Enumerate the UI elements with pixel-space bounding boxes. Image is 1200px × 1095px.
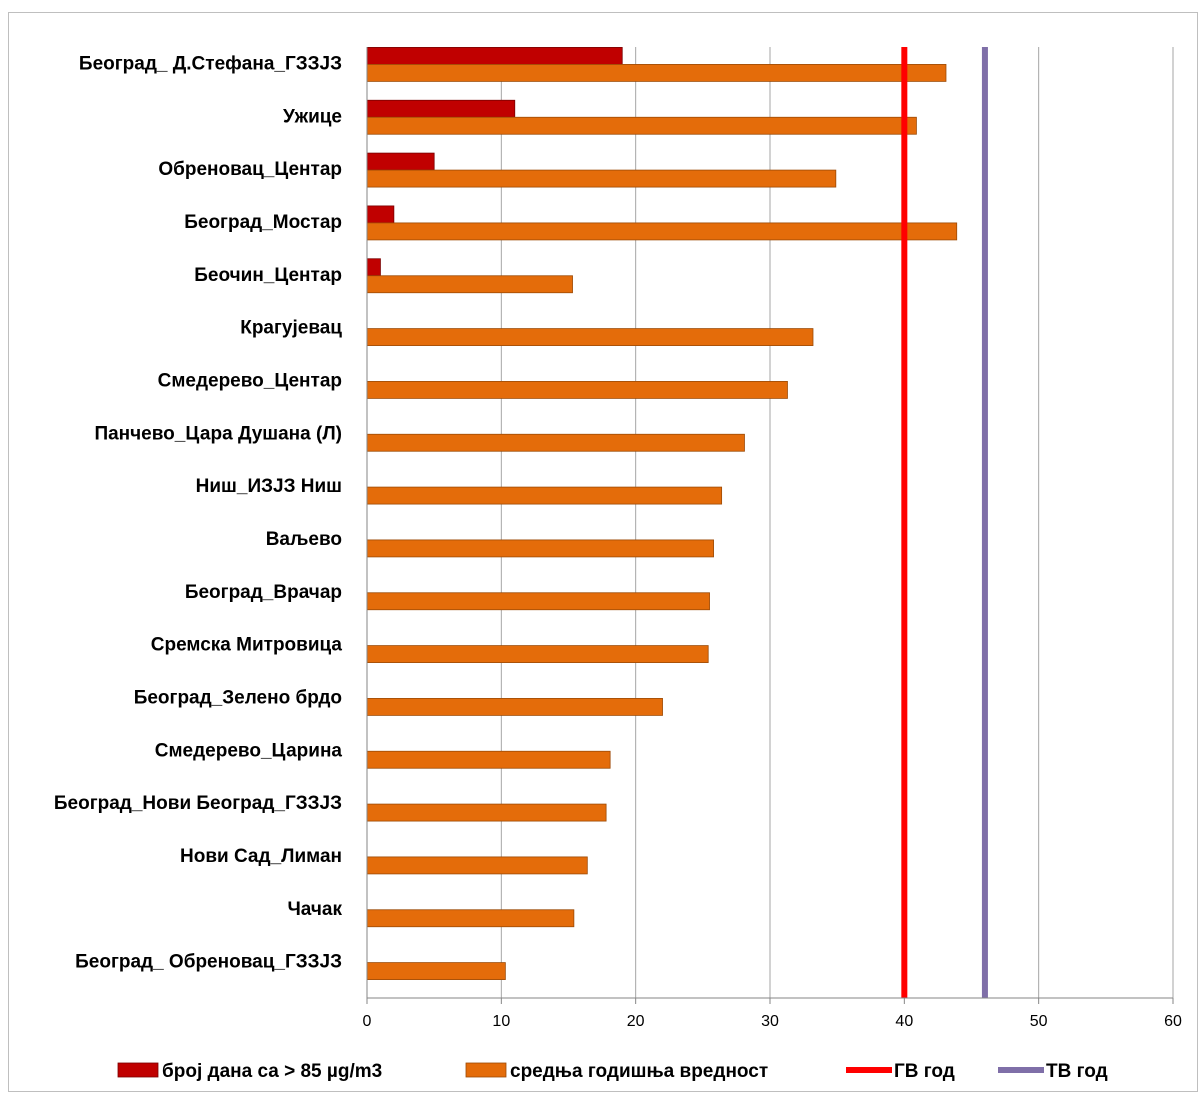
x-tick-label-2: 20 (627, 1013, 645, 1030)
category-label-4: Беочин_Центар (194, 265, 342, 286)
category-label-9: Ваљево (266, 529, 342, 550)
category-label-8: Ниш_ИЗЈЗ Ниш (196, 476, 342, 497)
category-label-7: Панчево_Цара Душана (Л) (94, 423, 342, 444)
bar-mean-15 (366, 856, 588, 875)
bar-mean-9 (366, 539, 714, 558)
bar-days-3 (366, 205, 395, 224)
legend-swatch-0 (117, 1062, 159, 1078)
reference-lines (901, 47, 988, 998)
category-label-0: Београд_ Д.Стефана_ГЗЗЈЗ (79, 53, 342, 74)
category-label-2: Обреновац_Центар (158, 159, 342, 180)
tick-labels: 0 10 20 30 40 50 60 (363, 1013, 1182, 1030)
category-label-11: Сремска Митровица (151, 635, 343, 656)
bar-mean-10 (366, 592, 710, 611)
category-label-13: Смедерево_Царина (155, 740, 343, 761)
legend: број дана са > 85 µg/m3 средња годишња вр… (117, 1061, 1108, 1082)
bar-mean-12 (366, 698, 663, 716)
category-label-17: Београд_ Обреновац_ГЗЗЈЗ (75, 952, 342, 973)
bar-mean-3 (366, 222, 958, 241)
legend-label-1: средња годишња вредност (510, 1061, 768, 1082)
chart-frame (8, 12, 1198, 1092)
category-label-12: Београд_Зелено брдо (134, 687, 342, 708)
category-label-15: Нови Сад_Лиман (180, 846, 342, 867)
legend-label-2: ГВ год (894, 1061, 955, 1082)
bars (366, 47, 958, 980)
bar-mean-7 (366, 433, 745, 452)
bar-days-2 (366, 152, 435, 171)
x-tick-label-5: 50 (1030, 1013, 1048, 1030)
legend-swatch-1 (465, 1062, 507, 1078)
bar-mean-1 (366, 116, 917, 135)
category-labels: Београд_ Д.Стефана_ГЗЗЈЗ Ужице Обреновац_Ц… (54, 53, 343, 972)
bar-days-0 (366, 47, 623, 65)
x-tick-label-3: 30 (761, 1013, 779, 1030)
category-label-5: Крагујевац (240, 318, 342, 339)
bar-mean-17 (366, 962, 506, 980)
x-tick-label-4: 40 (895, 1013, 913, 1030)
axes (366, 47, 1174, 1004)
legend-label-3: ТВ год (1046, 1061, 1108, 1082)
category-label-6: Смедерево_Центар (158, 370, 342, 391)
bar-mean-2 (366, 169, 837, 188)
bar-mean-16 (366, 909, 575, 928)
category-label-10: Београд_Врачар (185, 582, 342, 603)
bar-mean-0 (366, 64, 947, 82)
bar-mean-13 (366, 750, 611, 769)
x-tick-label-6: 60 (1164, 1013, 1182, 1030)
x-tick-label-0: 0 (363, 1013, 372, 1030)
bar-days-4 (366, 258, 381, 277)
bar-mean-6 (366, 381, 788, 399)
bar-mean-14 (366, 803, 607, 822)
bar-days-1 (366, 99, 516, 118)
x-tick-label-1: 10 (492, 1013, 510, 1030)
bar-mean-5 (366, 328, 814, 346)
legend-label-0: број дана са > 85 µg/m3 (162, 1061, 382, 1082)
bar-mean-8 (366, 486, 723, 505)
bar-mean-4 (366, 275, 573, 294)
grid-lines (500, 47, 1174, 998)
bar-mean-11 (366, 645, 709, 663)
category-label-1: Ужице (283, 106, 342, 127)
category-label-14: Београд_Нови Београд_ГЗЗЈЗ (54, 793, 342, 814)
category-label-3: Београд_Мостар (184, 212, 342, 233)
category-label-16: Чачак (287, 899, 342, 920)
